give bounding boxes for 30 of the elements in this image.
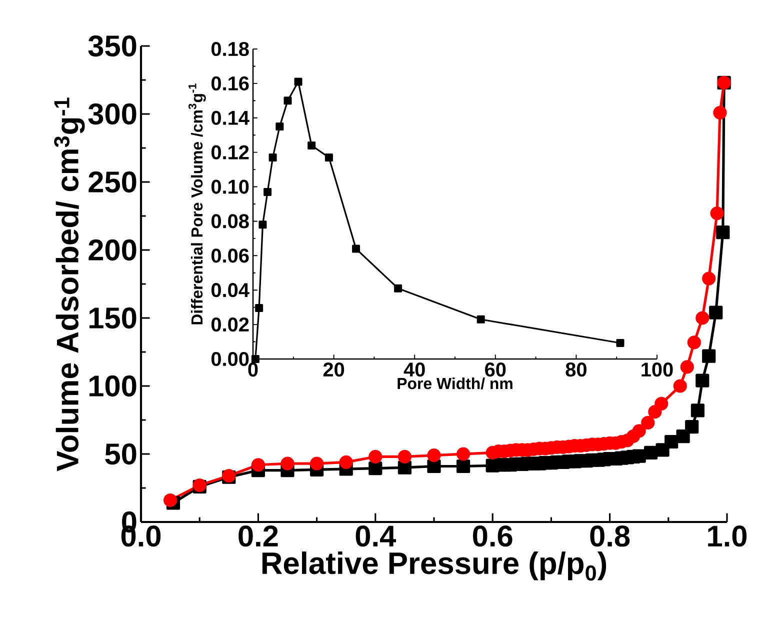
y-tick-label: 0.08: [211, 214, 249, 228]
y-tick-label: 250: [88, 171, 136, 193]
y-tick-label: 0.14: [211, 110, 250, 125]
y-tick-label: 50: [105, 443, 136, 465]
x-axis-title: Relative Pressure (p/p$_{0}$): [262, 552, 606, 581]
x-axis-title: Pore Width/ nm: [398, 377, 512, 390]
y-tick-label: 350: [88, 35, 136, 57]
y-tick-label: 200: [88, 239, 136, 261]
y-tick-label: 150: [89, 307, 136, 329]
y-axis-title: Volume Adsorbed/ cm$^{3}$g$^{-1}$: [54, 98, 85, 472]
x-tick-label: 0.2: [238, 526, 278, 547]
x-tick-label: 20: [323, 362, 344, 377]
x-tick-label: 0.6: [473, 526, 512, 547]
y-tick-label: 0.12: [211, 145, 249, 160]
x-tick-label: 40: [404, 362, 425, 377]
y-tick-label: 0.00: [211, 352, 249, 366]
y-tick-label: 0.16: [211, 76, 249, 90]
x-tick-label: 60: [485, 362, 506, 377]
x-tick-label: 0.4: [356, 526, 396, 547]
x-tick-label: 1.0: [708, 526, 747, 547]
x-tick-label: 100: [642, 362, 673, 377]
y-tick-label: 0.02: [211, 318, 249, 332]
y-tick-label: 0.04: [211, 283, 250, 298]
x-tick-label: 0.8: [590, 526, 630, 547]
y-tick-label: 300: [88, 103, 136, 125]
y-tick-label: 0.18: [211, 42, 249, 56]
x-tick-label: 80: [566, 362, 586, 377]
y-tick-label: 0.06: [211, 248, 249, 263]
y-tick-label: 0.10: [211, 180, 249, 194]
y-axis-title: Differential Pore Volume /cm$^{3}$g$^{-1}$: [188, 83, 206, 324]
